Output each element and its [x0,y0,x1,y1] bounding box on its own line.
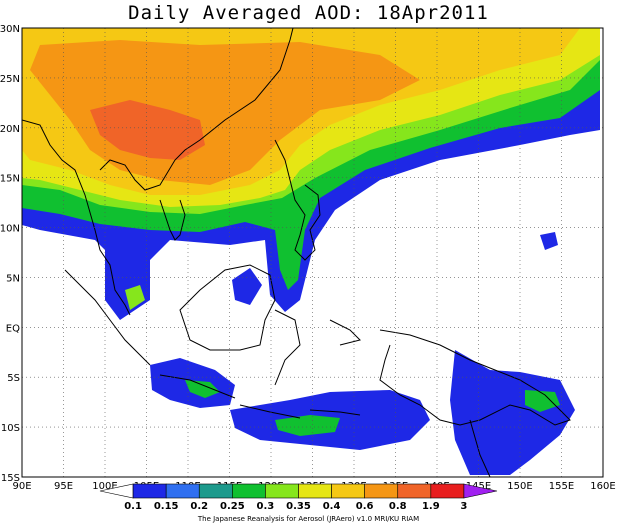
aod-blob-small [540,232,558,250]
colorbar-swatch [298,483,332,499]
aod-blob-png [450,350,575,475]
colorbar-swatch [165,483,200,499]
colorbar-label: 3 [460,501,467,512]
lat-label: 5N [6,273,20,284]
lat-label: 20N [0,124,20,135]
colorbar-label: 0.6 [356,501,374,512]
colorbar-swatch [397,483,432,499]
colorbar-label: 0.1 [124,501,142,512]
colorbar-swatch [132,483,167,499]
lon-label: 95E [54,481,73,492]
aod-blob-malaya-core [125,285,145,310]
map-frame [21,27,604,478]
lon-label: 160E [590,481,615,492]
coastlines [22,28,571,477]
colorbar-swatch [265,483,299,499]
map-title: Daily Averaged AOD: 18Apr2011 [128,2,489,24]
aod-band-1.9 [90,100,205,160]
lat-label: 25N [0,74,20,85]
lon-label: 150E [507,481,532,492]
aod-blob-java-core [185,380,220,398]
colorbar-swatch [430,483,465,499]
aod-blob-png-core [525,390,560,412]
lat-label: EQ [6,323,20,334]
colorbar-swatch [331,483,365,499]
colorbar-swatch [364,483,399,499]
gridlines [22,28,603,477]
aod-blob-banda-core [275,415,340,436]
colorbar-swatch [232,483,266,499]
lat-label: 15S [1,473,20,484]
lat-labels: 30N 25N 20N 15N 10N 5N EQ 5S 10S 15S [0,24,20,484]
colorbar-label: 0.3 [257,501,275,512]
aod-blob-borneo [232,268,262,305]
lat-label: 10N [0,224,20,235]
lat-label: 15N [0,174,20,185]
lat-label: 5S [7,373,20,384]
lon-label: 155E [549,481,574,492]
lat-label: 30N [0,24,20,35]
colorbar: 0.1 0.15 0.2 0.25 0.3 0.35 0.4 0.6 0.8 1.9 3 [99,483,498,512]
colorbar-swatch [198,483,233,499]
colorbar-label: 1.9 [422,501,440,512]
colorbar-label: 0.8 [389,501,407,512]
lon-label: 90E [12,481,31,492]
colorbar-label: 0.2 [190,501,208,512]
aod-field [22,28,600,475]
colorbar-label: 0.25 [220,501,245,512]
credit-text: The Japanese Reanalysis for Aerosol (JRA… [197,515,420,523]
colorbar-label: 0.15 [154,501,179,512]
lon-label: 100E [92,481,117,492]
colorbar-label: 0.4 [323,501,341,512]
lat-label: 10S [1,423,20,434]
colorbar-swatch [463,483,498,499]
colorbar-label: 0.35 [286,501,311,512]
lon-label: 145E [466,481,491,492]
